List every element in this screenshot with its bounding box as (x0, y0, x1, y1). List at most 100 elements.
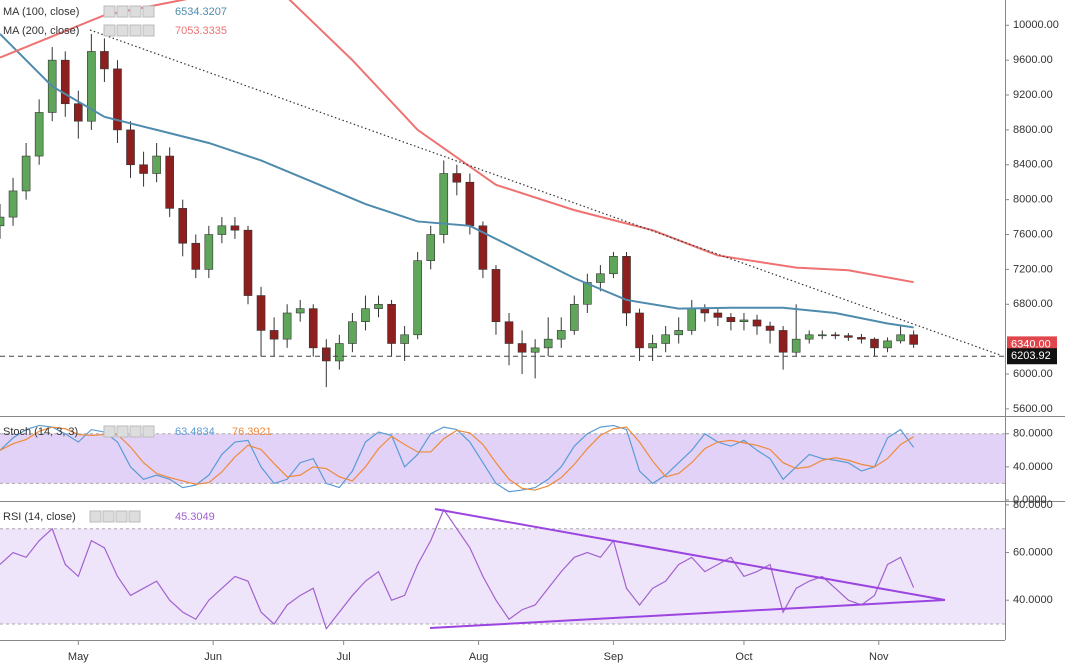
y-tick-label: 0.0000 (1013, 494, 1047, 506)
candle-body (491, 269, 501, 323)
candle-body (139, 164, 148, 174)
legend-icon (102, 510, 115, 523)
candle-body (439, 173, 449, 235)
legend-value: 7053.3335 (175, 25, 227, 37)
candle-body (556, 330, 566, 340)
price-label: 6340.00 (1011, 338, 1051, 350)
y-tick-label: 40.0000 (1013, 594, 1053, 606)
legend-icon (103, 425, 116, 438)
candle-body (387, 303, 396, 344)
plot-layer (0, 0, 1005, 631)
y-tick-label: 9600.00 (1013, 54, 1053, 66)
candle-body (87, 51, 96, 122)
legend-value: 63.4834 (175, 426, 215, 438)
candle-body (413, 260, 422, 336)
y-tick-label: 40.0000 (1013, 461, 1053, 473)
candle-body (34, 112, 44, 157)
candle-body (74, 103, 83, 122)
y-tick-label: 8000.00 (1013, 194, 1053, 206)
candle-body (321, 347, 331, 362)
price-label-box (1007, 348, 1057, 365)
candle-body (230, 225, 240, 231)
price-label: 6203.92 (1011, 350, 1051, 362)
candle-body (517, 343, 527, 353)
candle-body (700, 308, 710, 314)
x-tick-label: Aug (469, 651, 489, 663)
y-tick-label: 10000.00 (1013, 19, 1059, 31)
candle-body (648, 343, 657, 349)
y-tick-label: 80.0000 (1013, 499, 1053, 511)
candle-body (726, 317, 736, 323)
trend-line (89, 29, 1001, 356)
candle-body (896, 334, 905, 342)
candle-body (295, 308, 305, 314)
legend-name: MA (100, close) (3, 6, 79, 18)
legend-name: MA (200, close) (3, 25, 79, 37)
candle-body (256, 295, 266, 331)
legend-icon (129, 24, 142, 37)
candle-body (791, 338, 801, 353)
candle-body (752, 319, 762, 327)
y-tick-label: 60.0000 (1013, 546, 1053, 558)
legend-value: 6534.3207 (175, 6, 227, 18)
candle-body (465, 181, 475, 227)
candle-body (635, 312, 644, 349)
candle-body (596, 273, 605, 283)
candle-body (804, 334, 814, 340)
candle-body (60, 59, 70, 105)
candle-body (348, 321, 357, 344)
candle-body (178, 208, 188, 244)
x-tick-label: Nov (869, 651, 889, 663)
legend-icon (116, 5, 129, 18)
candle-body (478, 225, 488, 270)
x-tick-label: Sep (604, 651, 624, 663)
series-line (0, 426, 914, 491)
candle-body (569, 303, 579, 331)
legend-icon (142, 425, 155, 438)
legend-value: 76.3921 (232, 426, 272, 438)
candle-body (126, 129, 135, 166)
candle-body (217, 225, 227, 235)
y-tick-label: 9200.00 (1013, 89, 1053, 101)
legend-icon (115, 510, 128, 523)
candle-body (426, 234, 436, 261)
y-tick-label: 8800.00 (1013, 124, 1053, 136)
candle-body (100, 51, 109, 70)
legend-name: RSI (14, close) (3, 511, 76, 523)
candle-body (543, 338, 553, 349)
x-tick-label: May (68, 651, 89, 663)
y-tick-label: 7600.00 (1013, 228, 1053, 240)
candle-body (609, 256, 618, 275)
rsi-trend-line (429, 599, 946, 629)
candle-body (191, 242, 201, 270)
candle-body (765, 325, 775, 331)
candle-body (530, 347, 540, 353)
legend-name: Stoch (14, 3, 3) (3, 426, 78, 438)
legend-icon (103, 24, 116, 37)
candle-body (661, 334, 670, 344)
y-tick-label: 6800.00 (1013, 298, 1053, 310)
candle-body (778, 330, 788, 353)
panel (0, 0, 918, 388)
legend-icon (116, 24, 129, 37)
candle-body (269, 330, 279, 340)
legend-icon (116, 425, 129, 438)
legend-value: 45.3049 (175, 511, 215, 523)
y-tick-label: 7200.00 (1013, 263, 1053, 275)
candle-body (674, 330, 684, 336)
y-tick-label: 5600.00 (1013, 403, 1053, 415)
candle-body (452, 173, 462, 183)
candle-body (909, 334, 918, 345)
series-line (0, 508, 915, 631)
candle-body (883, 340, 892, 349)
candle-body (713, 312, 723, 318)
candle-body (687, 308, 697, 331)
candle-body (844, 335, 853, 338)
series-line (0, 0, 914, 284)
legend-icon (142, 24, 155, 37)
legend-icon (89, 510, 102, 523)
legend-icon (142, 5, 155, 18)
candle-body (817, 334, 827, 337)
candle-body (21, 155, 31, 192)
